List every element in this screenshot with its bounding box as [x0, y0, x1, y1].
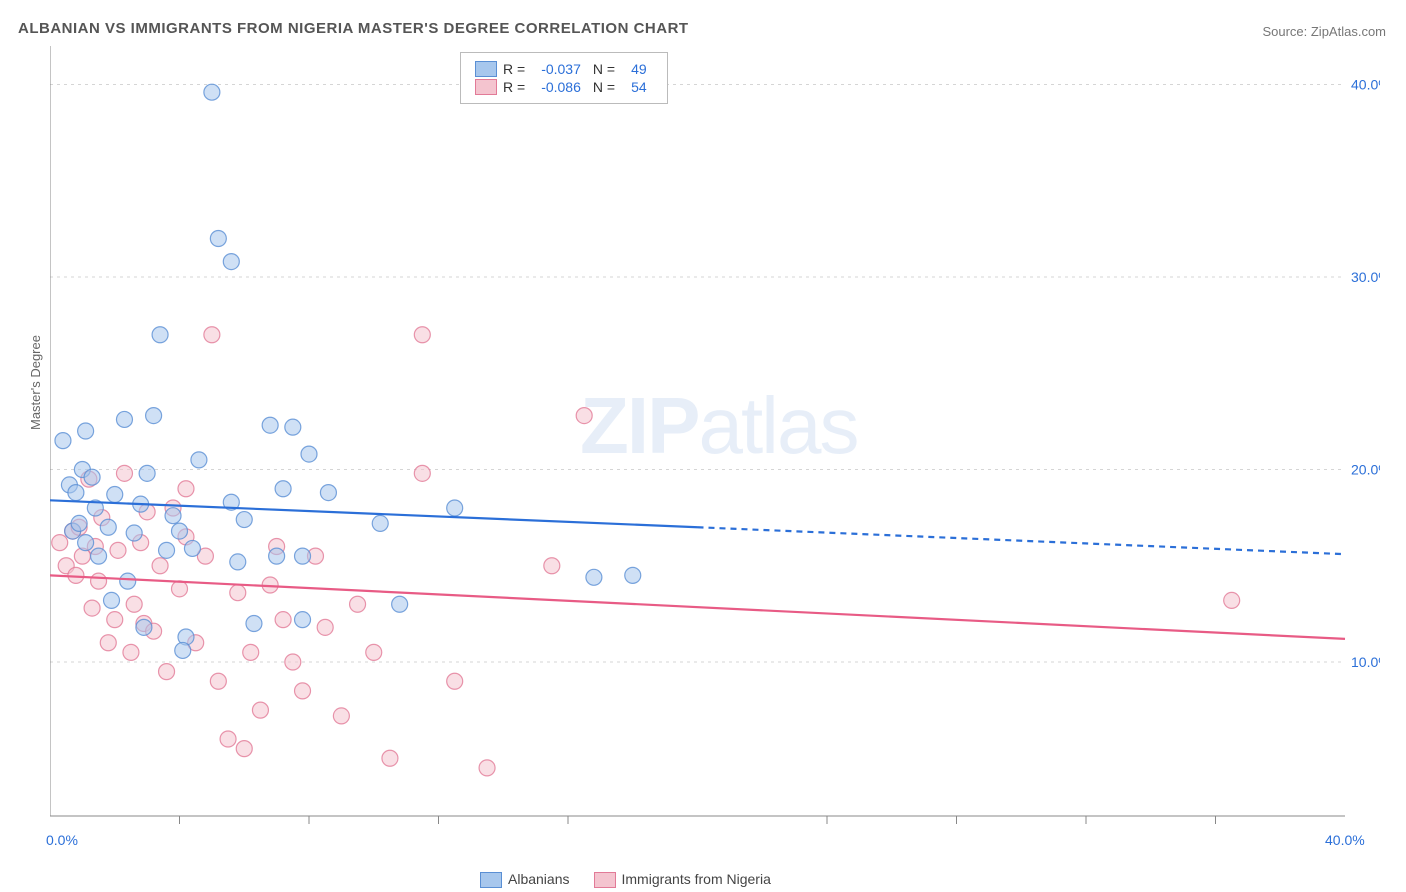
legend-item-1: Immigrants from Nigeria [594, 871, 771, 888]
legend-swatch-icon [480, 872, 502, 888]
legend-r-value-0: -0.037 [541, 61, 581, 77]
legend-swatch-0 [475, 61, 497, 77]
x-axis-max-label: 40.0% [1325, 832, 1365, 848]
chart-title: ALBANIAN VS IMMIGRANTS FROM NIGERIA MAST… [18, 20, 689, 37]
svg-text:20.0%: 20.0% [1351, 462, 1380, 478]
legend-n-value-0: 49 [631, 61, 647, 77]
legend-row-0: R = -0.037 N = 49 [475, 61, 653, 77]
legend-r-label: R = [503, 61, 525, 77]
series-name-0: Albanians [508, 871, 570, 887]
svg-text:40.0%: 40.0% [1351, 77, 1380, 93]
chart-container: ALBANIAN VS IMMIGRANTS FROM NIGERIA MAST… [0, 0, 1406, 892]
y-axis-label: Master's Degree [28, 335, 43, 430]
source-attribution: Source: ZipAtlas.com [1262, 24, 1386, 39]
legend-n-value-1: 54 [631, 79, 647, 95]
legend-swatch-icon [594, 872, 616, 888]
legend-r-label: R = [503, 79, 525, 95]
svg-text:10.0%: 10.0% [1351, 654, 1380, 670]
legend-n-label: N = [593, 79, 615, 95]
correlation-legend: R = -0.037 N = 49 R = -0.086 N = 54 [460, 52, 668, 104]
x-axis-min-label: 0.0% [46, 832, 78, 848]
scatter-chart: 10.0% 20.0% 30.0% 40.0% [50, 46, 1380, 834]
legend-item-0: Albanians [480, 871, 570, 888]
legend-n-label: N = [593, 61, 615, 77]
series-legend: Albanians Immigrants from Nigeria [480, 871, 771, 888]
series-name-1: Immigrants from Nigeria [622, 871, 771, 887]
svg-text:30.0%: 30.0% [1351, 269, 1380, 285]
legend-row-1: R = -0.086 N = 54 [475, 79, 653, 95]
legend-swatch-1 [475, 79, 497, 95]
legend-r-value-1: -0.086 [541, 79, 581, 95]
